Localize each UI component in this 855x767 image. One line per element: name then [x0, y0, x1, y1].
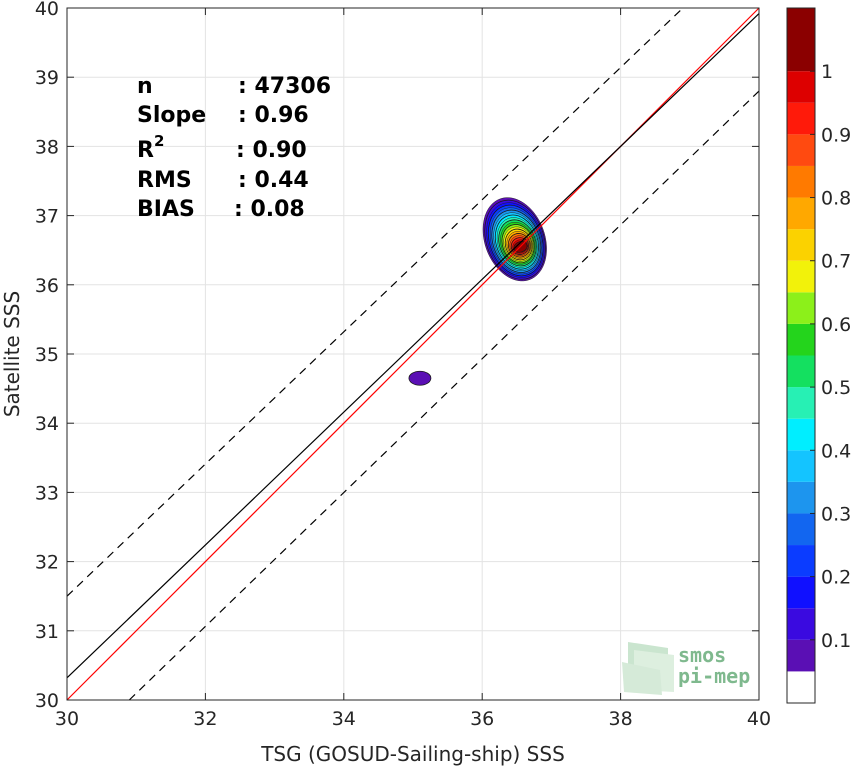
colorbar-tick-label: 0.9	[821, 124, 851, 146]
x-tick-label: 30	[55, 708, 79, 730]
grid-lines	[66, 7, 760, 701]
y-axis-ticks: 30 31 32 33 34 35 36 37 38 39 40	[35, 0, 759, 712]
y-tick-label: 37	[35, 206, 59, 228]
upper-bound-line	[66, 7, 684, 597]
colorbar-segment	[787, 260, 815, 293]
x-axis-label: TSG (GOSUD-Sailing-ship) SSS	[260, 742, 565, 766]
stat-label: Slope	[137, 103, 206, 128]
colorbar-ticks: 0.1 0.2 0.3 0.4 0.5 0.6 0.7 0.8 0.9 1	[810, 61, 851, 652]
colorbar-tick-label: 1	[821, 61, 833, 83]
colorbar-segment	[787, 545, 815, 577]
y-tick-label: 32	[35, 552, 59, 574]
stat-value: : 0.90	[236, 138, 307, 163]
density-contours	[408, 197, 547, 386]
stat-label: n	[137, 74, 153, 99]
colorbar-segment	[787, 387, 815, 419]
y-tick-label: 38	[35, 136, 59, 158]
stat-value: : 47306	[238, 74, 331, 99]
colorbar-segment	[787, 292, 815, 324]
colorbar-segment	[787, 229, 815, 261]
x-tick-label: 34	[332, 708, 356, 730]
logo-text-pimep: pi-mep	[678, 664, 750, 688]
stat-label: RMS	[137, 168, 192, 193]
y-tick-label: 39	[35, 67, 59, 89]
y-tick-label: 33	[35, 482, 59, 504]
colorbar-tick-label: 0.3	[821, 503, 851, 525]
watermark-logo: smos pi-mep	[622, 642, 750, 695]
colorbar-segment	[787, 639, 815, 672]
stat-label: R	[137, 138, 154, 163]
x-tick-label: 40	[747, 708, 771, 730]
colorbar-tick-label: 0.8	[821, 188, 851, 210]
regression-line	[66, 13, 760, 679]
one-to-one-line	[66, 7, 760, 701]
stat-value: : 0.44	[238, 168, 309, 193]
colorbar-segment	[787, 576, 815, 609]
logo-text-smos: smos	[678, 643, 726, 667]
colorbar: 0.1 0.2 0.3 0.4 0.5 0.6 0.7 0.8 0.9 1	[786, 7, 851, 704]
stat-value: : 0.08	[234, 197, 305, 222]
y-axis-label: Satellite SSS	[0, 291, 24, 417]
y-tick-label: 36	[35, 275, 59, 297]
x-tick-label: 36	[470, 708, 494, 730]
colorbar-segment	[787, 355, 815, 388]
plot-area: 30 32 34 36 38 40 30 31 32 33 34 35 36 37 38 39 40	[35, 0, 771, 730]
colorbar-segment	[787, 197, 815, 230]
colorbar-tick-label: 0.7	[821, 251, 851, 273]
x-axis-ticks: 30 32 34 36 38 40	[55, 8, 771, 730]
colorbar-segment	[787, 71, 815, 103]
colorbar-segment	[787, 481, 815, 514]
colorbar-segment	[787, 418, 815, 451]
colorbar-tick-label: 0.1	[821, 630, 851, 652]
stat-label-superscript: 2	[154, 132, 164, 150]
colorbar-segment	[787, 165, 815, 198]
y-tick-label: 30	[35, 690, 59, 712]
colorbar-tick-label: 0.6	[821, 314, 851, 336]
colorbar-tick-label: 0.4	[821, 440, 851, 462]
y-tick-label: 34	[35, 413, 59, 435]
colorbar-segment	[787, 671, 815, 703]
stat-label: BIAS	[137, 197, 195, 222]
x-tick-label: 32	[193, 708, 217, 730]
colorbar-segment	[787, 608, 815, 640]
colorbar-tick-label: 0.2	[821, 567, 851, 589]
lower-bound-line	[128, 90, 760, 701]
y-tick-label: 40	[35, 0, 59, 20]
y-tick-label: 31	[35, 621, 59, 643]
colorbar-segment	[787, 323, 815, 356]
colorbar-segment	[787, 450, 815, 482]
reference-lines	[66, 7, 760, 701]
colorbar-segment	[787, 134, 815, 166]
stat-value: : 0.96	[238, 103, 309, 128]
colorbar-frame	[786, 7, 816, 704]
colorbar-segments	[787, 8, 815, 703]
colorbar-segment	[787, 102, 815, 135]
statistics-box: n : 47306 Slope : 0.96 R 2 : 0.90 RMS : 0.44 BIAS…	[137, 74, 331, 222]
colorbar-segment	[787, 513, 815, 546]
x-tick-label: 38	[609, 708, 633, 730]
logo-graphic	[622, 642, 674, 695]
colorbar-tick-label: 0.5	[821, 377, 851, 399]
contour-small	[408, 370, 432, 386]
y-tick-label: 35	[35, 344, 59, 366]
colorbar-segment	[787, 8, 815, 72]
